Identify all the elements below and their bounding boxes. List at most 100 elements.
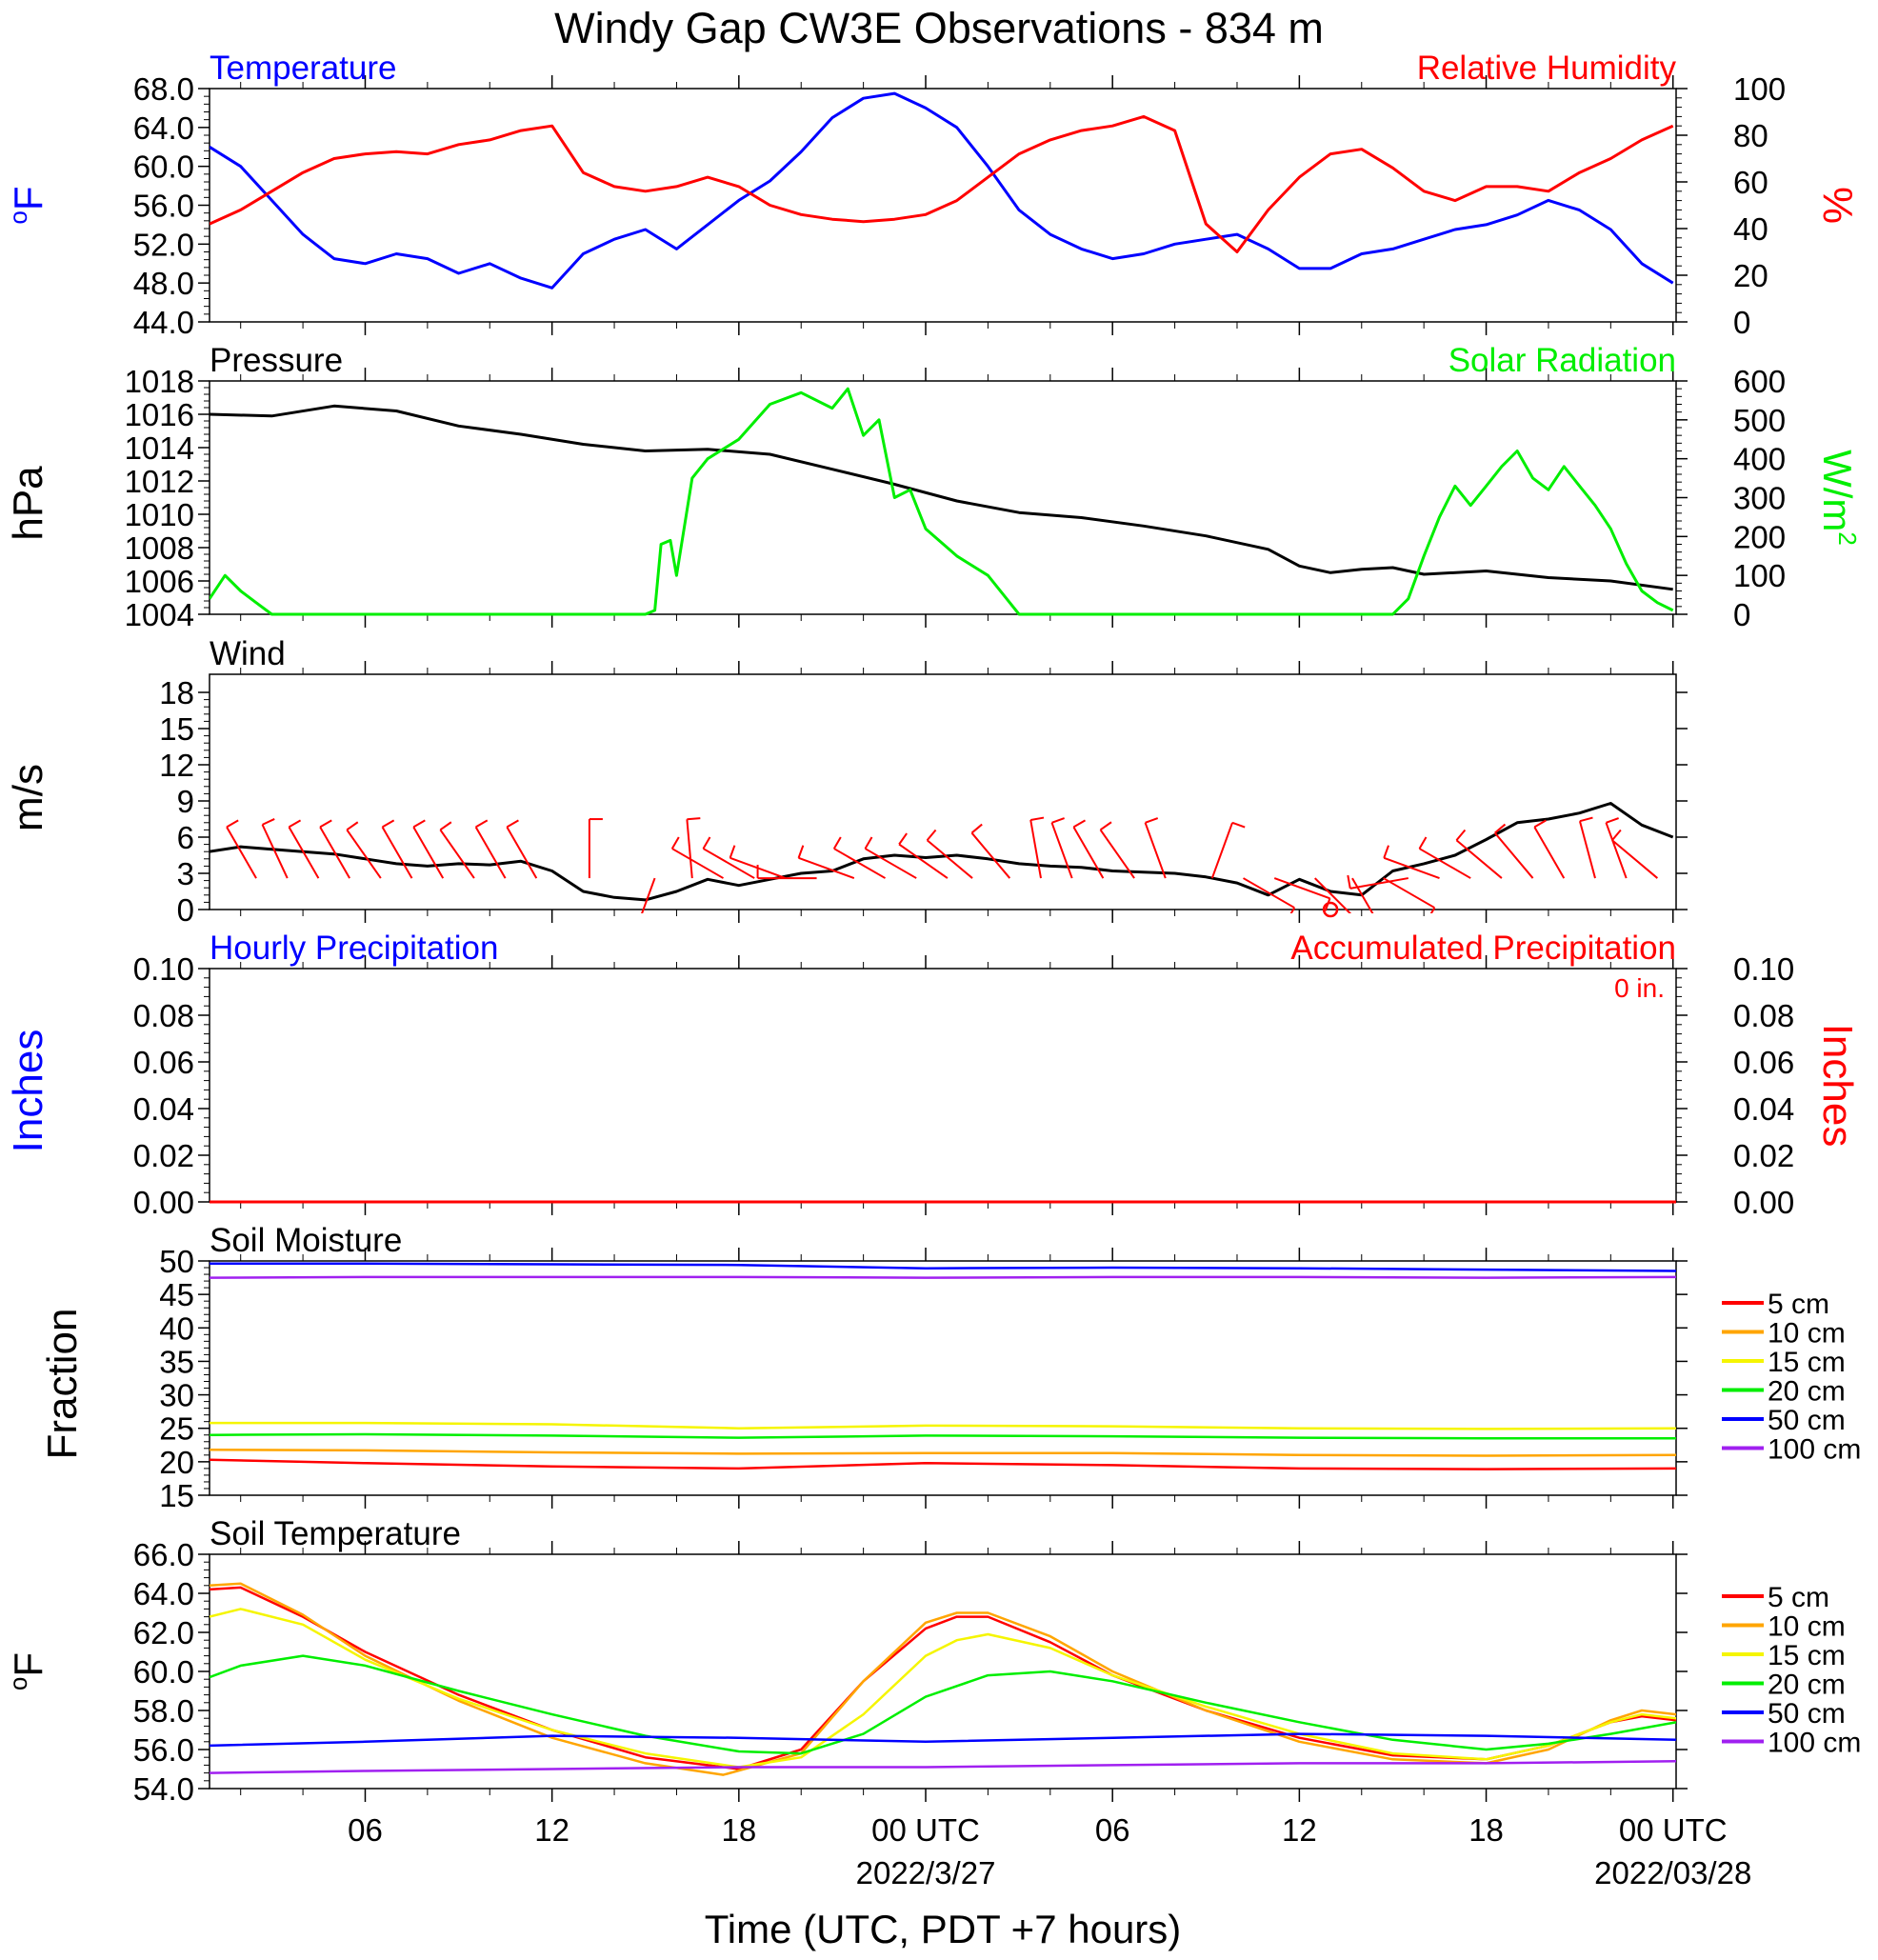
soil_temp-series-50-cm <box>210 1732 1676 1748</box>
soil_temp-ytick-label-left: 66.0 <box>133 1537 194 1572</box>
wind-barb <box>288 819 320 879</box>
temp_rh-series-relative-humidity <box>210 114 1674 253</box>
temp_rh-ylabel-left: oF <box>4 186 50 224</box>
wind-barb-feather <box>1533 819 1547 829</box>
wind-barb-feather <box>1429 907 1436 913</box>
wind-barb <box>1072 819 1105 879</box>
soil_temp-ytick-label-left: 64.0 <box>133 1576 194 1611</box>
soil_temp-legend-label: 100 cm <box>1768 1728 1861 1759</box>
wind-barb <box>506 819 538 879</box>
precip-ytick-label-left: 0.10 <box>133 951 194 987</box>
precip-ytick-label-right: 0.00 <box>1733 1185 1794 1220</box>
wind-barb-staff <box>439 829 475 879</box>
wind-barb-feather <box>1145 817 1159 824</box>
precip-ytick-label-left: 0.00 <box>133 1185 194 1220</box>
x-tick-label: 18 <box>721 1812 756 1848</box>
wind-barb-feather <box>797 845 805 859</box>
panel-precip: 0.00 0.02 0.04 0.06 0.08 0.10 0.00 0.02 0.04 0.06… <box>5 930 1861 1220</box>
soil_temp-series-100-cm <box>210 1760 1676 1774</box>
wind-barb-staff <box>1314 877 1352 913</box>
pressure_solar-series-pressure <box>210 404 1673 591</box>
wind-barb-staff <box>898 843 949 879</box>
wind-barb <box>1050 817 1073 879</box>
pressure_solar-ytick-label-right: 100 <box>1733 558 1786 593</box>
soil_moisture-series-20-cm <box>210 1432 1676 1440</box>
wind-barb <box>1493 823 1534 879</box>
wind-barb <box>319 819 350 879</box>
pressure_solar-ylabel-right: W/m2 <box>1815 450 1862 546</box>
panel-temp_rh: 44.0 48.0 52.056.0 60.0 64.068.0 0 20 40 60 80 100… <box>4 50 1861 340</box>
temp_rh-ytick-label-right: 60 <box>1733 165 1768 200</box>
wind-barb <box>1314 877 1352 913</box>
wind-barb-staff <box>412 826 445 879</box>
pressure_solar-ytick-label-left: 1012 <box>125 464 194 499</box>
wind-barb <box>797 845 855 880</box>
precip-ytick-label-right: 0.06 <box>1733 1045 1794 1080</box>
wind-barb-staff <box>474 826 507 879</box>
x-tick-label: 00 UTC <box>871 1812 980 1848</box>
wind-barb-staff <box>1605 822 1628 879</box>
precip-title-left: Hourly Precipitation <box>210 930 498 967</box>
soil_temp-legend-label: 50 cm <box>1768 1698 1846 1730</box>
x-axis-label: Time (UTC, PDT +7 hours) <box>705 1907 1182 1951</box>
wind-ylabel-left: m/s <box>5 764 51 831</box>
wind-barb-staff <box>641 877 656 913</box>
wind-barb <box>474 819 507 879</box>
wind-barb <box>1533 819 1566 879</box>
soil_temp-legend-label: 20 cm <box>1768 1670 1846 1701</box>
temp_rh-ytick-label-right: 100 <box>1733 71 1786 107</box>
wind-barb <box>1347 874 1408 890</box>
x-tick-label: 06 <box>1095 1812 1130 1848</box>
wind-barb-staff <box>319 826 350 879</box>
precip-ylabel-left: Inches <box>5 1030 51 1153</box>
wind-barb <box>1455 829 1503 879</box>
wind-barb-feather <box>898 832 908 846</box>
wind-barb <box>756 865 817 880</box>
soil_temp-legend-label: 5 cm <box>1768 1582 1829 1613</box>
temp_rh-ytick-label-right: 40 <box>1733 211 1768 247</box>
x-date-label: 2022/03/28 <box>1594 1855 1751 1890</box>
wind-barb-feather <box>1611 829 1622 841</box>
wind-barb <box>641 877 656 913</box>
pressure_solar-title-right: Solar Radiation <box>1448 342 1676 379</box>
wind-barb-feather <box>1383 845 1389 859</box>
soil_moisture-series-group <box>210 1262 1676 1470</box>
soil_temp-legend-label: 10 cm <box>1768 1611 1846 1643</box>
wind-barb-staff <box>1611 839 1659 879</box>
pressure_solar-ytick-label-right: 0 <box>1733 597 1750 632</box>
wind-barb-feather <box>1231 821 1246 829</box>
pressure_solar-ytick-label-left: 1010 <box>125 497 194 532</box>
wind-ytick-label-left: 18 <box>159 675 194 710</box>
wind-barb <box>926 829 973 879</box>
wind-frame <box>209 673 1677 910</box>
pressure_solar-ytick-label-left: 1006 <box>125 564 194 599</box>
wind-barb-staff <box>671 848 724 879</box>
soil_moisture-ytick-label-left: 15 <box>159 1478 194 1513</box>
x-tick-label: 00 UTC <box>1619 1812 1728 1848</box>
wind-barb-staff <box>798 856 855 880</box>
soil_moisture-ytick-label-left: 30 <box>159 1378 194 1413</box>
wind-barb-staff <box>1243 877 1295 909</box>
wind-barb-staff <box>381 826 413 879</box>
wind-barb <box>439 821 475 879</box>
wind-barb-feather <box>702 836 711 850</box>
temp_rh-series-group <box>210 91 1674 290</box>
wind-barb-staff <box>226 826 257 879</box>
precip-ylabel-right: Inches <box>1814 1024 1861 1148</box>
pressure_solar-ytick-label-right: 300 <box>1733 481 1786 516</box>
panels: 44.048.052.056.060.064.068.0020406080100… <box>4 50 1862 1807</box>
wind-barb-feather <box>506 819 519 829</box>
pressure_solar-ytick-label-left: 1018 <box>125 364 194 399</box>
temp_rh-ytick-label-left: 44.0 <box>133 305 194 340</box>
precip-ytick-label-left: 0.06 <box>133 1045 194 1080</box>
wind-barb-feather <box>1455 829 1467 841</box>
soil_moisture-frame <box>209 1260 1677 1496</box>
temp_rh-ytick-label-left: 48.0 <box>133 266 194 301</box>
wind-barb-feather <box>262 818 275 826</box>
temp_rh-ytick-label-left: 68.0 <box>133 71 194 107</box>
pressure_solar-series-solar-radiation <box>210 387 1674 616</box>
wind-barb-staff <box>970 831 1011 879</box>
pressure_solar-ytick-label-right: 400 <box>1733 442 1786 477</box>
